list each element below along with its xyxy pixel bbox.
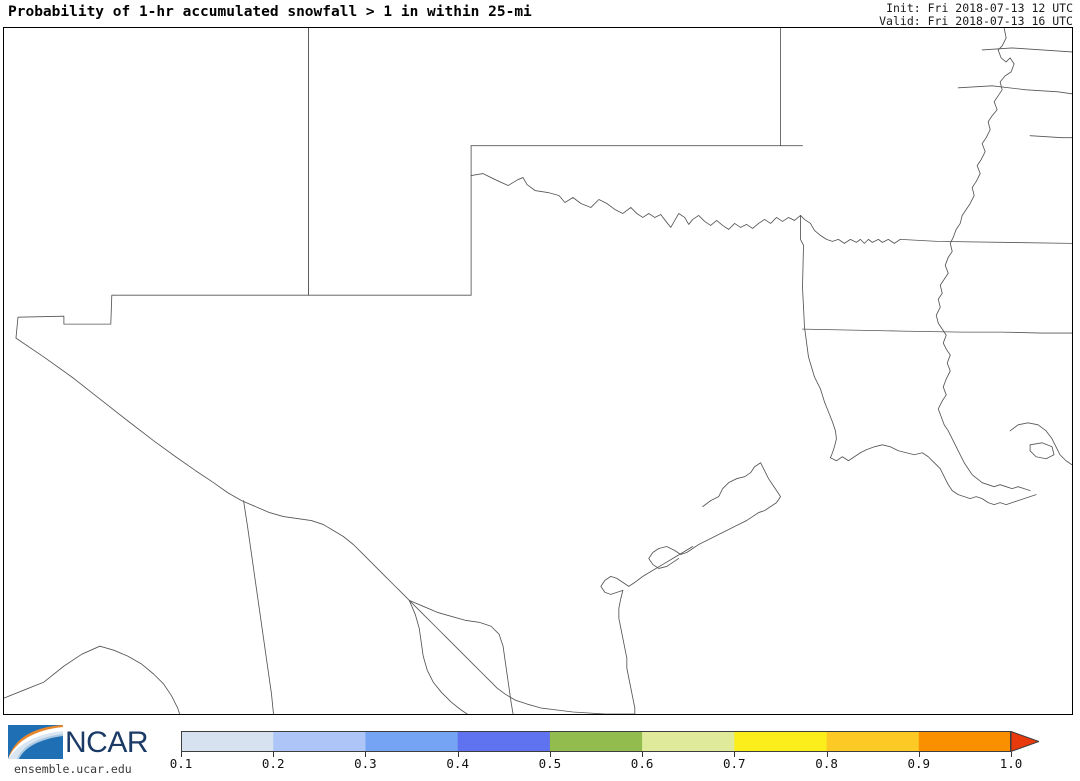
colorbar-band [365,732,459,751]
colorbar-tick-label: 1.0 [999,756,1023,771]
colorbar-tick-mark [1011,752,1012,757]
arkansas-louisiana-border [803,329,1072,333]
lower-texas-coast [619,590,635,714]
colorbar[interactable] [181,731,1039,752]
mexico-state-border-1 [244,501,274,714]
colorbar-band [826,732,920,751]
colorbar-band [457,732,551,751]
corpus-christi-bay [601,576,629,594]
rio-grande-border [16,338,635,714]
ncar-logo[interactable]: NCAR ensemble.ucar.edu [8,725,168,777]
louisiana-texas-sabine [803,287,837,458]
mexico-state-border-5 [409,600,513,714]
colorbar-tick-mark [549,752,551,757]
colorbar-band [734,732,827,751]
colorbar-tick-mark [181,752,182,757]
valid-time: Valid: Fri 2018-07-13 16 UTC [879,13,1073,28]
ncar-wordmark: NCAR [65,726,149,759]
mexico-state-border-4 [409,600,467,714]
arkansas-oklahoma-border [900,239,1072,243]
ncar-url: ensemble.ucar.edu [14,762,132,776]
forecast-timestamps: Init: Fri 2018-07-13 12 UTC Valid: Fri 2… [879,2,1073,27]
tennessee-border-spur [982,48,1072,52]
colorbar-swatches [181,731,1039,752]
colorbar-tick-label: 0.5 [538,756,562,771]
barrier-island-chain [629,546,693,586]
colorbar-tick-label: 0.4 [446,756,469,771]
mississippi-alabama-border [1030,136,1072,138]
lake-pontchartrain [1030,443,1054,459]
map-canvas[interactable] [3,27,1073,715]
colorbar-tick-mark [273,752,275,757]
colorbar-tick-mark [734,752,736,757]
ncar-logo-mark [8,725,63,759]
colorbar-tick-mark [457,752,459,757]
colorbar-tick-label: 0.6 [630,756,654,771]
mississippi-river-border [936,28,1030,491]
colorbar-tick-mark [826,752,828,757]
colorbar-tick-label: 0.8 [815,756,838,771]
new-mexico-border [16,28,308,338]
mexico-state-border-2 [100,646,180,714]
upper-texas-coast [681,521,747,555]
colorbar-tick-mark [365,752,367,757]
colorbar-tick-label: 0.9 [907,756,931,771]
colorbar-extend-arrow [1010,731,1039,752]
colorbar-band [918,732,1012,751]
colorbar-band [181,732,274,751]
matagorda-bay [649,546,681,568]
colorbar-tick-mark [918,752,920,757]
oklahoma-panhandle-border [308,28,471,295]
init-time: Init: Fri 2018-07-13 12 UTC [886,1,1073,15]
logo-swoosh-shade [8,731,63,759]
colorbar-tick-label: 0.1 [169,756,193,771]
texas-arkansas-louisiana-border [801,215,804,287]
red-river-border [471,174,900,244]
galveston-bay [703,463,781,521]
louisiana-coastline [830,445,1036,505]
colorbar-tick-labels: 0.1 0.2 0.3 0.4 0.5 0.6 0.7 0.8 0.9 1.0 [0,752,1080,774]
mexico-state-border-3 [4,646,100,698]
colorbar-tick-mark [642,752,644,757]
mississippi-alabama-spur [958,86,1072,94]
colorbar-tick-label: 0.3 [354,756,377,771]
louisiana-delta [1010,423,1072,465]
colorbar-tick-label: 0.7 [723,756,746,771]
map-geography [4,28,1072,714]
colorbar-tick-label: 0.2 [261,756,285,771]
page-title: Probability of 1-hr accumulated snowfall… [8,4,532,20]
colorbar-band [273,732,366,751]
colorbar-band [549,732,643,751]
colorbar-band [642,732,735,751]
